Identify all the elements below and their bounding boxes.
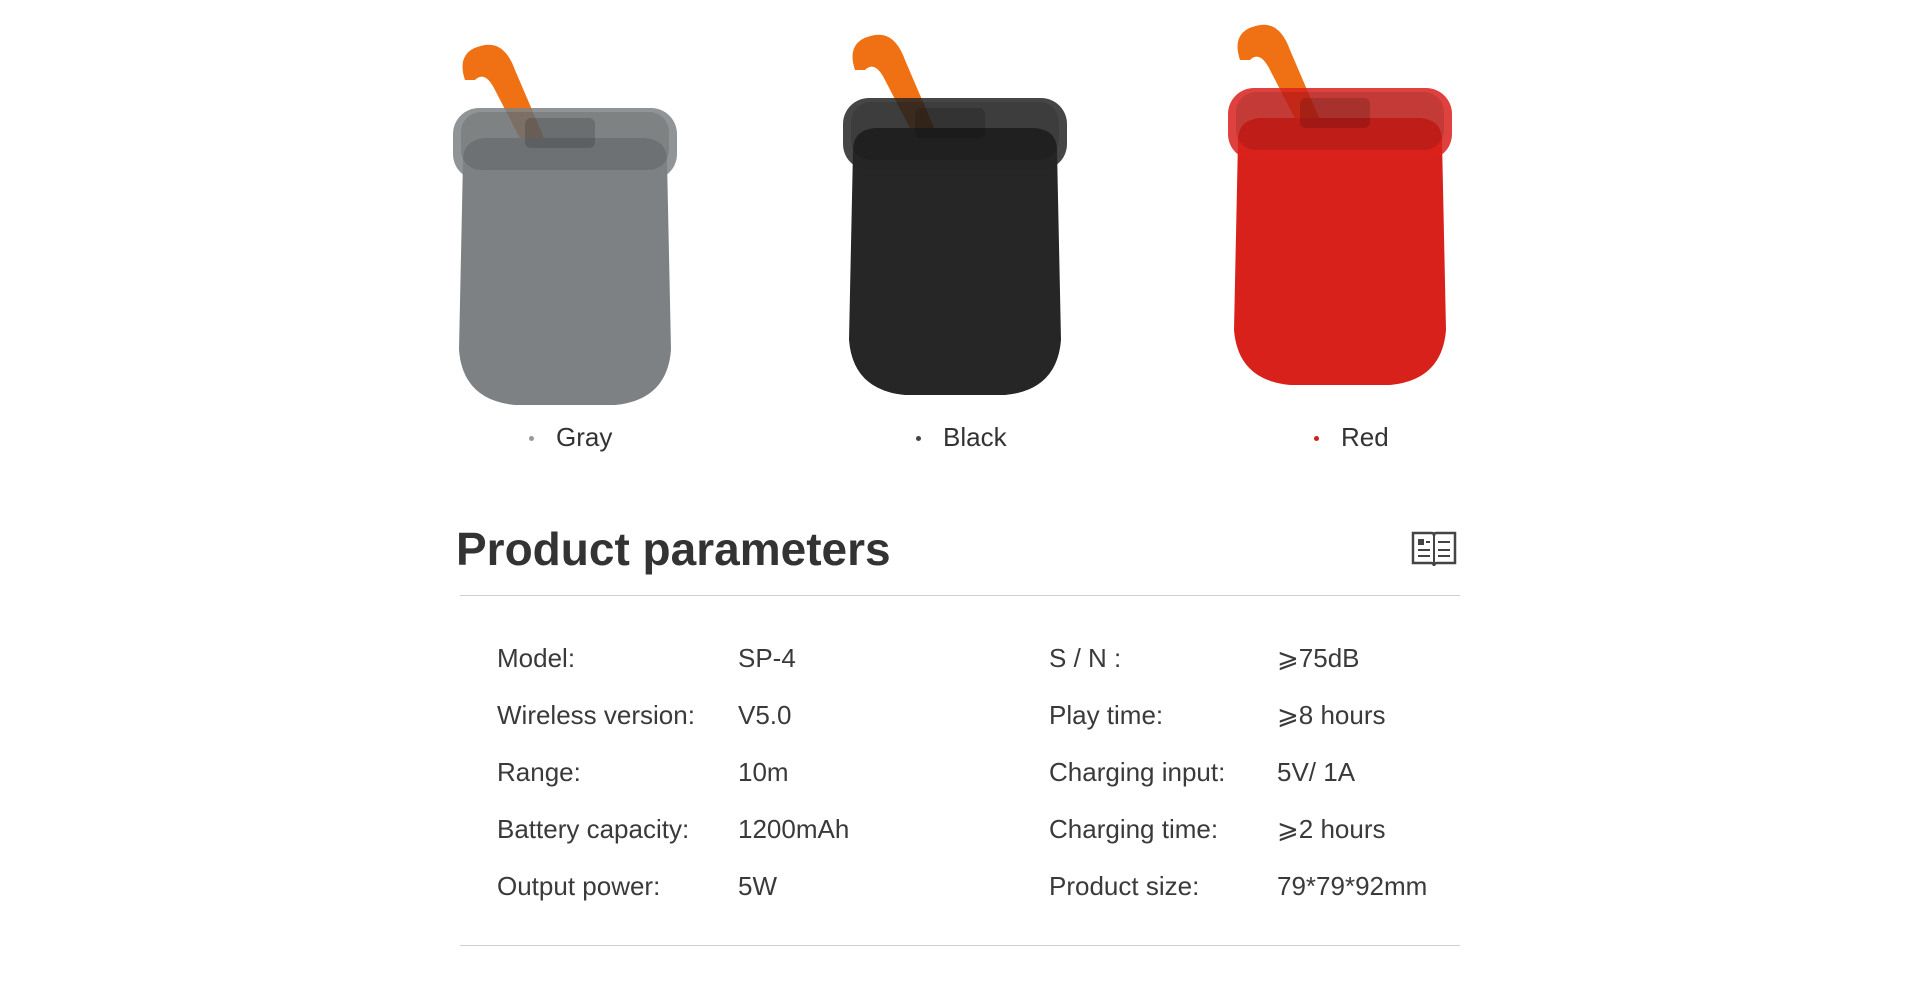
spec-value: ⩾8 hours — [1277, 700, 1386, 730]
spec-label: Range: — [497, 757, 581, 787]
spec-value: ⩾75dB — [1277, 643, 1360, 673]
spec-label: Play time: — [1049, 700, 1164, 730]
divider — [460, 945, 1460, 946]
section-title: Product parameters — [456, 523, 891, 575]
variant-label: Black — [943, 422, 1007, 452]
manual-icon — [1411, 531, 1457, 567]
spec-value: SP-4 — [738, 643, 796, 673]
speaker-black — [843, 34, 1067, 395]
spec-value: V5.0 — [738, 700, 792, 730]
divider — [460, 595, 1460, 596]
color-dot — [1314, 436, 1319, 441]
product-images — [453, 24, 1452, 405]
spec-value: 5V/ 1A — [1277, 757, 1356, 787]
spec-label: S / N : — [1049, 643, 1122, 673]
spec-label: Charging input: — [1049, 757, 1226, 787]
spec-value: 10m — [738, 757, 789, 787]
speaker-gray — [453, 44, 677, 405]
spec-label: Battery capacity: — [497, 814, 690, 844]
spec-label: Output power: — [497, 871, 661, 901]
color-dot — [529, 436, 534, 441]
spec-label: Product size: — [1049, 871, 1200, 901]
spec-value: ⩾2 hours — [1277, 814, 1386, 844]
spec-label: Wireless version: — [497, 700, 695, 730]
spec-value: 1200mAh — [738, 814, 850, 844]
spec-label: Model: — [497, 643, 576, 673]
variant-label: Gray — [556, 422, 613, 452]
variant-label: Red — [1341, 422, 1389, 452]
spec-value: 79*79*92mm — [1277, 871, 1428, 901]
color-dot — [916, 436, 921, 441]
spec-value: 5W — [738, 871, 777, 901]
spec-label: Charging time: — [1049, 814, 1219, 844]
speaker-red — [1228, 24, 1452, 385]
